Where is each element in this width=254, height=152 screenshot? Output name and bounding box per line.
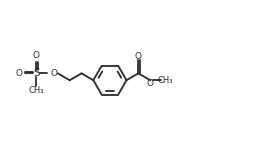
Text: CH₃: CH₃ xyxy=(158,76,173,85)
Text: O: O xyxy=(50,69,57,78)
Text: O: O xyxy=(135,52,142,61)
Text: S: S xyxy=(33,68,40,78)
Text: O: O xyxy=(33,51,40,60)
Text: O: O xyxy=(15,69,22,78)
Text: O: O xyxy=(147,79,154,88)
Text: CH₃: CH₃ xyxy=(28,86,44,95)
